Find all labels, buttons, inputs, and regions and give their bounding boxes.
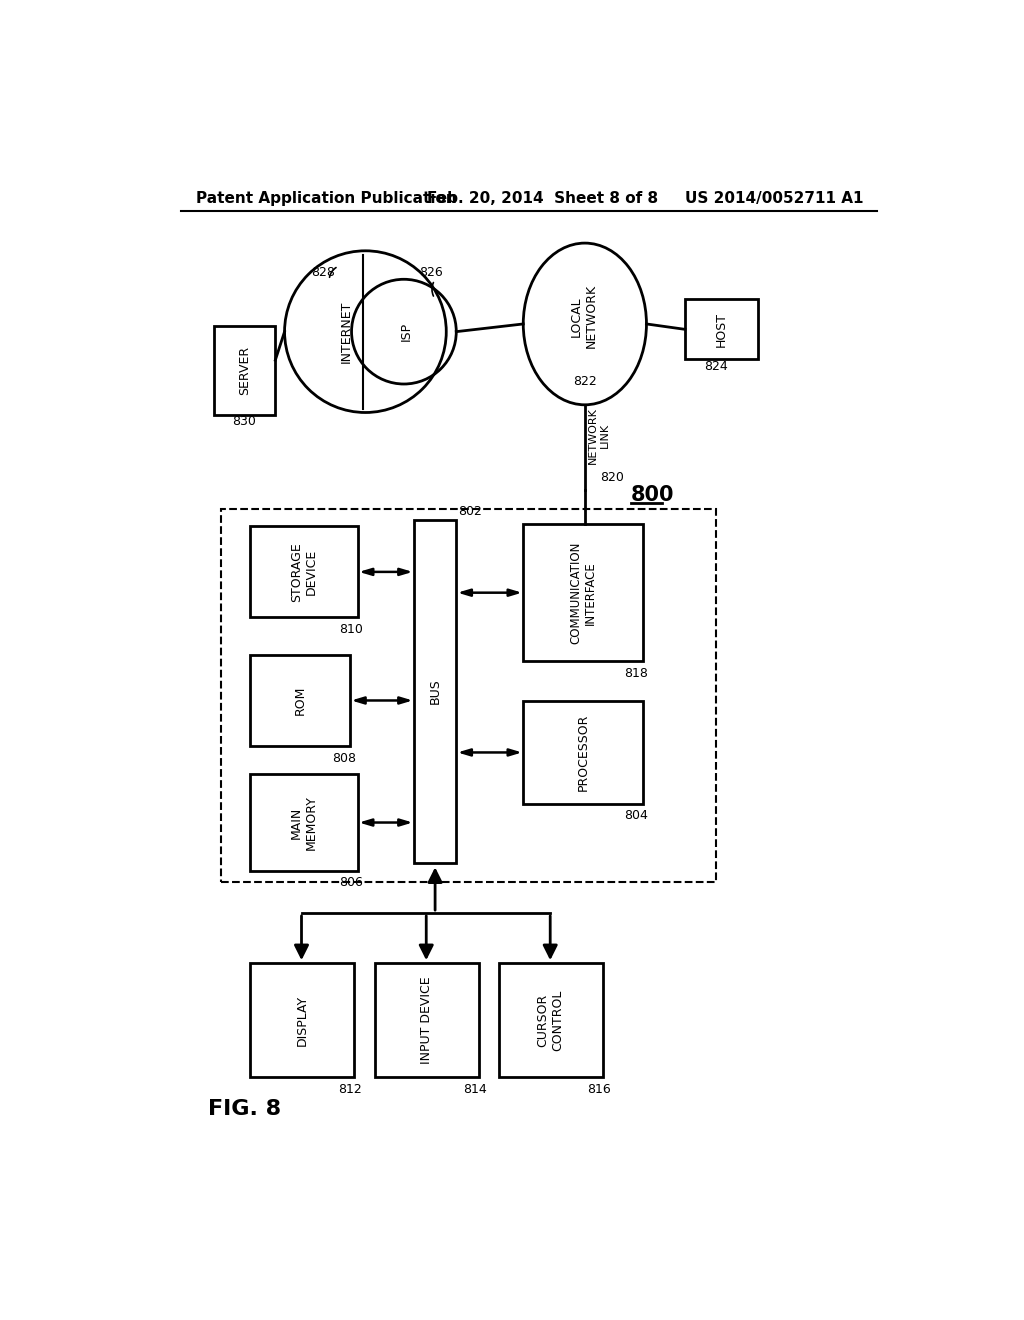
Text: STORAGE
DEVICE: STORAGE DEVICE <box>290 543 317 602</box>
Text: ISP: ISP <box>399 322 413 341</box>
Text: Patent Application Publication: Patent Application Publication <box>196 191 457 206</box>
Bar <box>523 524 643 661</box>
Bar <box>523 701 643 804</box>
Text: 810: 810 <box>340 623 364 636</box>
Text: 800: 800 <box>631 484 675 504</box>
Text: MAIN
MEMORY: MAIN MEMORY <box>290 795 317 850</box>
Text: PROCESSOR: PROCESSOR <box>577 714 590 791</box>
Text: US 2014/0052711 A1: US 2014/0052711 A1 <box>685 191 863 206</box>
Text: 822: 822 <box>573 375 597 388</box>
Text: DISPLAY: DISPLAY <box>295 994 308 1045</box>
Text: FIG. 8: FIG. 8 <box>208 1100 281 1119</box>
Text: 820: 820 <box>600 471 624 484</box>
Text: BUS: BUS <box>429 678 441 705</box>
Text: Feb. 20, 2014  Sheet 8 of 8: Feb. 20, 2014 Sheet 8 of 8 <box>427 191 658 206</box>
Text: COMMUNICATION
INTERFACE: COMMUNICATION INTERFACE <box>569 541 597 644</box>
Bar <box>250 527 357 618</box>
Bar <box>685 300 758 359</box>
Text: SERVER: SERVER <box>238 346 251 395</box>
Text: 814: 814 <box>463 1082 486 1096</box>
Text: 826: 826 <box>419 265 442 279</box>
Text: 804: 804 <box>625 809 648 822</box>
Text: 812: 812 <box>338 1082 361 1096</box>
Text: 828: 828 <box>311 265 335 279</box>
Text: CURSOR
CONTROL: CURSOR CONTROL <box>537 990 564 1051</box>
Text: HOST: HOST <box>715 312 728 347</box>
Bar <box>375 964 478 1077</box>
Text: 806: 806 <box>340 876 364 890</box>
Bar <box>499 964 602 1077</box>
Text: 830: 830 <box>232 416 256 428</box>
Bar <box>214 326 275 414</box>
Bar <box>221 508 716 882</box>
Bar <box>250 655 350 746</box>
Text: 818: 818 <box>625 667 648 680</box>
Text: NETWORK
LINK: NETWORK LINK <box>588 407 609 465</box>
Text: 802: 802 <box>458 504 482 517</box>
Text: 808: 808 <box>332 751 356 764</box>
Bar <box>414 520 457 863</box>
Bar <box>250 775 357 871</box>
Text: INPUT DEVICE: INPUT DEVICE <box>420 977 433 1064</box>
Text: LOCAL
NETWORK: LOCAL NETWORK <box>569 284 597 348</box>
Text: INTERNET: INTERNET <box>340 301 352 363</box>
Text: 824: 824 <box>703 360 728 372</box>
Text: ROM: ROM <box>294 686 306 715</box>
Bar <box>250 964 354 1077</box>
Text: 816: 816 <box>587 1082 610 1096</box>
